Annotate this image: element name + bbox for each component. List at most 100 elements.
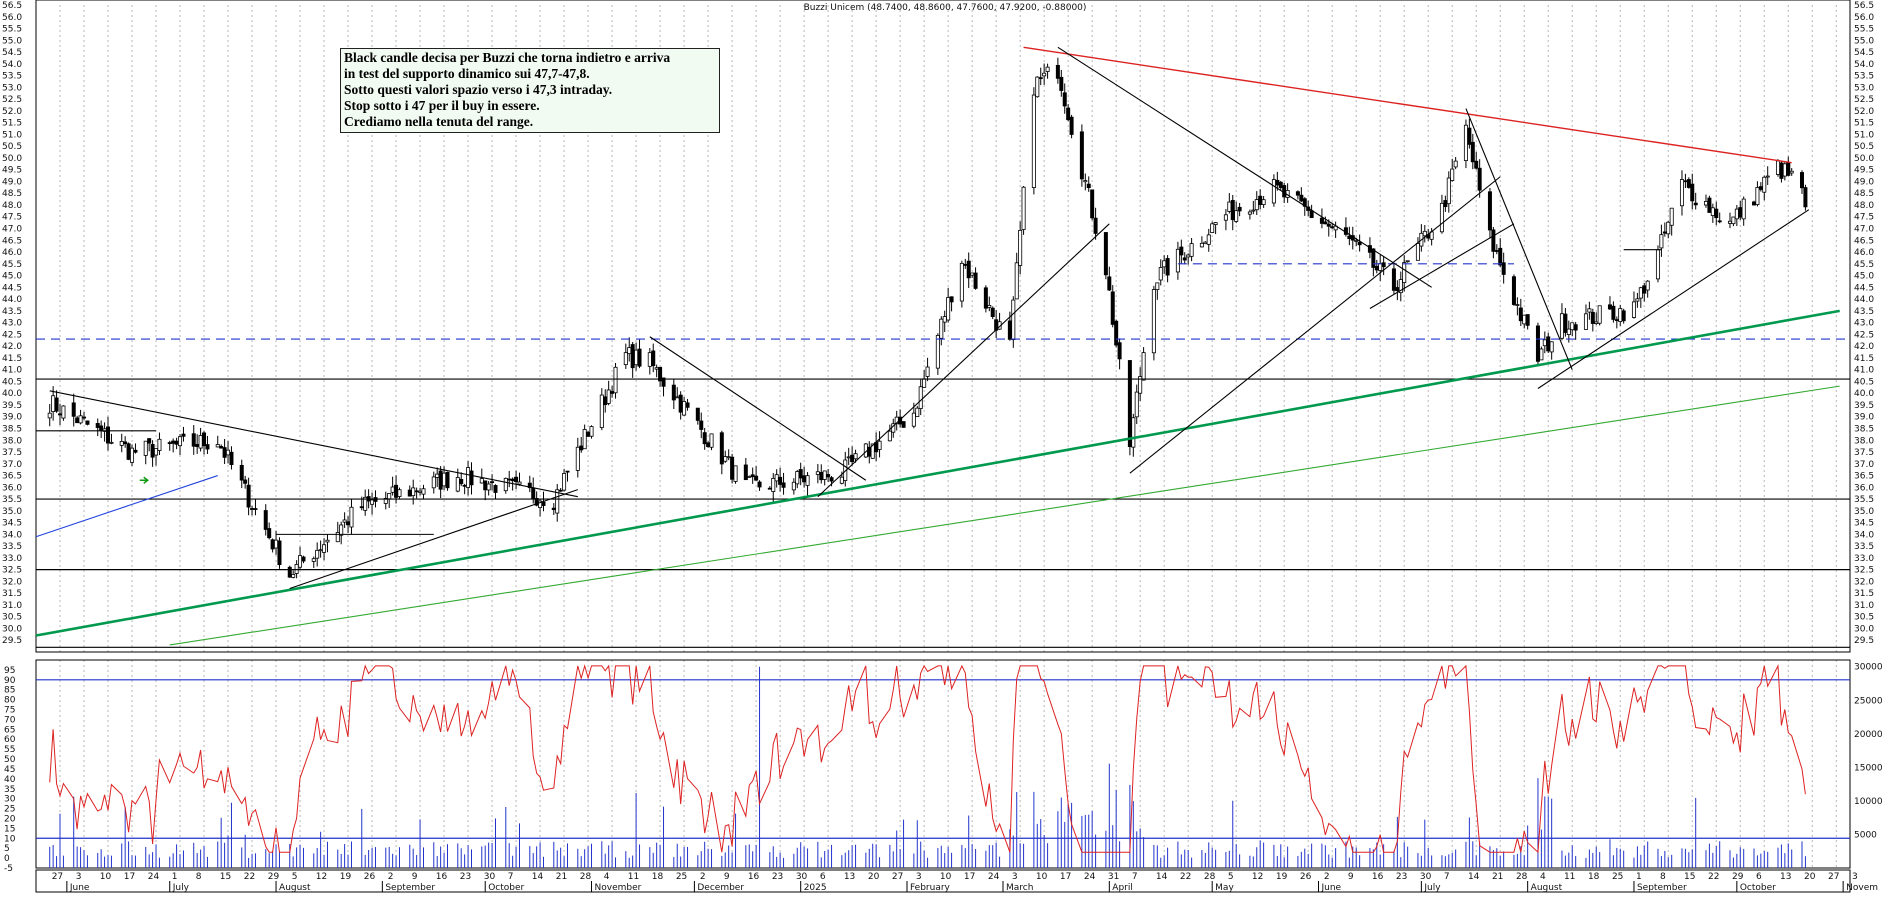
candle-up bbox=[918, 386, 923, 409]
candle-up bbox=[925, 366, 930, 377]
candle-up bbox=[675, 396, 680, 399]
candle-up bbox=[178, 436, 183, 447]
candle-up bbox=[1635, 298, 1640, 302]
date-tick-label: 23 bbox=[460, 872, 471, 882]
candle-down bbox=[586, 431, 591, 437]
month-label: April bbox=[1112, 883, 1133, 893]
candle-down bbox=[267, 528, 272, 539]
candle-up bbox=[647, 352, 652, 367]
candle-up bbox=[1765, 175, 1770, 178]
price-tick-label: 36.5 bbox=[2, 472, 22, 482]
candle-up bbox=[1227, 201, 1232, 212]
candle-down bbox=[671, 384, 676, 401]
candle-down bbox=[1117, 342, 1122, 360]
chart-title: Buzzi Unicem (48.7400, 48.8600, 47.7600,… bbox=[804, 3, 1087, 13]
candle-down bbox=[706, 442, 711, 447]
price-panel-frame bbox=[35, 0, 1851, 653]
candle-down bbox=[661, 377, 666, 387]
candle-down bbox=[1230, 200, 1235, 221]
price-tick-label: 45.5 bbox=[2, 260, 22, 270]
candle-up bbox=[1158, 267, 1163, 281]
candle-down bbox=[1107, 276, 1112, 291]
candle-up bbox=[935, 335, 940, 369]
candle-down bbox=[1059, 76, 1064, 91]
candle-up bbox=[61, 405, 66, 419]
candle-up bbox=[1618, 308, 1623, 322]
month-label: December bbox=[697, 883, 744, 893]
candle-down bbox=[730, 456, 735, 480]
candle-up bbox=[486, 483, 491, 491]
candle-down bbox=[1494, 250, 1499, 252]
price-tick-label: 49.0 bbox=[2, 177, 22, 187]
price-tick-label: 32.5 bbox=[2, 566, 22, 576]
candle-down bbox=[359, 506, 364, 509]
candle-up bbox=[322, 544, 327, 553]
price-tick-label: 53.0 bbox=[2, 83, 22, 93]
candle-up bbox=[805, 475, 810, 486]
price-tick-label: 50.5 bbox=[1854, 142, 1874, 152]
candle-down bbox=[754, 475, 759, 481]
candle-down bbox=[1295, 191, 1300, 196]
price-tick-label: 42.0 bbox=[2, 342, 22, 352]
candle-up bbox=[1155, 282, 1160, 291]
candle-down bbox=[483, 480, 488, 491]
date-tick-label: 16 bbox=[1372, 872, 1384, 882]
candle-up bbox=[555, 489, 560, 514]
price-tick-label: 46.0 bbox=[2, 248, 22, 258]
candle-down bbox=[181, 433, 186, 437]
candle-up bbox=[1679, 179, 1684, 207]
oscillator-tick-label: -5 bbox=[4, 864, 13, 874]
month-label: July bbox=[1423, 883, 1441, 893]
price-tick-label: 52.5 bbox=[2, 95, 22, 105]
price-tick-label: 47.0 bbox=[1854, 225, 1874, 235]
candle-up bbox=[349, 506, 354, 528]
price-tick-label: 55.5 bbox=[1854, 25, 1874, 35]
date-tick-label: 20 bbox=[868, 872, 880, 882]
candle-down bbox=[191, 433, 196, 447]
candle-up bbox=[342, 519, 347, 523]
trendlines bbox=[35, 46, 1840, 646]
price-tick-label: 41.0 bbox=[2, 366, 22, 376]
price-tick-label: 42.5 bbox=[2, 330, 22, 340]
candle-down bbox=[1055, 64, 1060, 79]
candle-up bbox=[774, 474, 779, 482]
note-line: Sotto questi valori spazio verso i 47,3 … bbox=[344, 82, 613, 97]
candle-down bbox=[1799, 172, 1804, 189]
price-tick-label: 30.5 bbox=[2, 613, 22, 623]
candle-down bbox=[1511, 276, 1516, 305]
candle-down bbox=[1381, 262, 1386, 268]
candle-down bbox=[603, 396, 608, 406]
price-tick-label: 37.5 bbox=[2, 448, 22, 458]
candle-down bbox=[1518, 307, 1523, 322]
month-label: October bbox=[488, 883, 524, 893]
candle-up bbox=[78, 415, 83, 424]
date-tick-label: 24 bbox=[1084, 872, 1096, 882]
candle-up bbox=[503, 477, 508, 492]
date-tick-label: 27 bbox=[52, 872, 63, 882]
candle-up bbox=[1559, 313, 1564, 339]
candle-down bbox=[514, 476, 519, 483]
candle-down bbox=[551, 507, 556, 511]
oscillator-tick-label: 10 bbox=[4, 834, 16, 844]
candle-down bbox=[695, 407, 700, 421]
oscillator-tick-label: 95 bbox=[4, 666, 15, 676]
candle-up bbox=[959, 262, 964, 302]
date-tick-label: 3 bbox=[1852, 872, 1858, 882]
price-tick-label: 30.0 bbox=[2, 624, 22, 634]
candle-down bbox=[541, 501, 546, 506]
volume-tick-label: 10000 bbox=[1854, 797, 1883, 807]
candle-down bbox=[1758, 186, 1763, 190]
oscillator-tick-label: 0 bbox=[4, 854, 10, 864]
date-tick-label: 16 bbox=[748, 872, 760, 882]
candle-down bbox=[243, 479, 248, 484]
price-tick-label: 43.0 bbox=[1854, 319, 1874, 329]
candle-up bbox=[1755, 187, 1760, 205]
candle-up bbox=[1031, 94, 1036, 188]
candle-down bbox=[459, 478, 464, 485]
candle-up bbox=[1638, 287, 1643, 299]
month-label: September bbox=[385, 883, 435, 893]
candle-up bbox=[1439, 202, 1444, 233]
oscillator-tick-label: 35 bbox=[4, 785, 15, 795]
price-tick-label: 51.5 bbox=[2, 119, 22, 129]
date-tick-label: 3 bbox=[1012, 872, 1018, 882]
